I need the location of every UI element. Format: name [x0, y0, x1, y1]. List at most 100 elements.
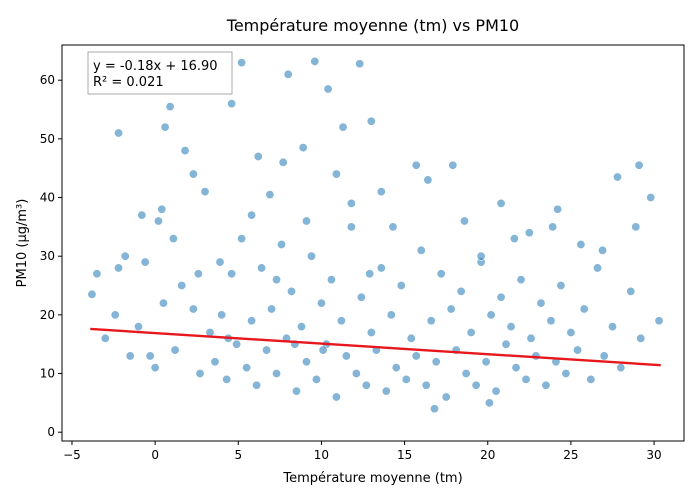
data-point — [318, 345, 328, 355]
data-point — [356, 292, 366, 302]
data-point — [391, 363, 401, 373]
data-point — [331, 392, 341, 402]
data-point — [237, 58, 247, 68]
data-point — [306, 251, 316, 261]
data-point — [376, 187, 386, 197]
data-point — [247, 316, 257, 326]
data-point — [355, 59, 365, 69]
data-point — [247, 210, 257, 220]
data-point — [521, 374, 531, 384]
x-tick-label: −5 — [63, 448, 81, 462]
x-tick-label: 25 — [563, 448, 578, 462]
data-point — [125, 351, 135, 361]
data-point — [87, 289, 97, 299]
data-point — [598, 245, 608, 255]
data-point — [114, 263, 124, 273]
data-point — [526, 333, 536, 343]
y-tick-label: 50 — [40, 132, 55, 146]
data-point — [272, 369, 282, 379]
data-point — [195, 369, 205, 379]
data-point — [461, 369, 471, 379]
data-point — [351, 369, 361, 379]
data-point — [298, 143, 308, 153]
data-point — [501, 339, 511, 349]
data-point — [165, 102, 175, 112]
data-point — [366, 116, 376, 126]
data-point — [137, 210, 147, 220]
data-point — [253, 151, 263, 161]
data-point — [180, 146, 190, 156]
data-point — [546, 316, 556, 326]
data-point — [536, 298, 546, 308]
data-point — [210, 357, 220, 367]
data-point — [346, 198, 356, 208]
data-point — [92, 269, 102, 279]
data-point — [222, 374, 232, 384]
data-point — [626, 286, 636, 296]
data-point — [316, 298, 326, 308]
data-point — [120, 251, 130, 261]
plot-frame — [61, 44, 685, 442]
data-point — [346, 222, 356, 232]
regression-layer — [90, 327, 661, 367]
data-point — [401, 374, 411, 384]
y-tick-label: 30 — [40, 249, 55, 263]
data-point — [341, 351, 351, 361]
data-point — [411, 160, 421, 170]
data-point — [232, 339, 242, 349]
stats-box-frame — [87, 51, 233, 95]
data-point — [336, 316, 346, 326]
data-point — [227, 99, 237, 109]
y-tick-label: 60 — [40, 73, 55, 87]
data-point — [406, 333, 416, 343]
data-point — [607, 322, 617, 332]
data-point — [484, 398, 494, 408]
data-point — [556, 281, 566, 291]
r-squared-value: R² = 0.021 — [93, 75, 164, 90]
data-point — [311, 374, 321, 384]
data-point — [265, 190, 275, 200]
data-point — [134, 322, 144, 332]
data-point — [150, 363, 160, 373]
chart-title: Température moyenne (tm) vs PM10 — [226, 16, 519, 35]
data-point — [431, 357, 441, 367]
y-axis-label: PM10 (µg/m³) — [15, 199, 30, 288]
data-point — [278, 157, 288, 167]
data-point — [396, 281, 406, 291]
data-point — [561, 369, 571, 379]
data-point — [548, 222, 558, 232]
data-point — [291, 386, 301, 396]
data-point — [646, 193, 656, 203]
data-point — [237, 234, 247, 244]
data-point — [158, 298, 168, 308]
data-point — [145, 351, 155, 361]
data-point — [262, 345, 272, 355]
data-point — [388, 222, 398, 232]
data-point — [168, 234, 178, 244]
data-point — [381, 386, 391, 396]
x-axis: −5 0 5 10 15 20 25 30 — [63, 441, 662, 462]
x-tick-label: 0 — [151, 448, 159, 462]
data-point — [573, 345, 583, 355]
data-point — [448, 160, 458, 170]
data-point — [593, 263, 603, 273]
data-point — [217, 310, 227, 320]
data-point — [188, 304, 198, 314]
data-point — [481, 357, 491, 367]
data-point — [376, 263, 386, 273]
data-point — [301, 216, 311, 226]
data-point — [553, 204, 563, 214]
regression-stats-box: y = -0.18x + 16.90 R² = 0.021 — [87, 51, 233, 95]
data-point — [566, 327, 576, 337]
data-point — [476, 251, 486, 261]
data-point — [634, 160, 644, 170]
data-point — [654, 316, 664, 326]
data-point — [272, 275, 282, 285]
data-point — [496, 198, 506, 208]
data-point — [436, 269, 446, 279]
data-point — [491, 386, 501, 396]
data-point — [586, 374, 596, 384]
data-point — [177, 281, 187, 291]
data-point — [516, 275, 526, 285]
